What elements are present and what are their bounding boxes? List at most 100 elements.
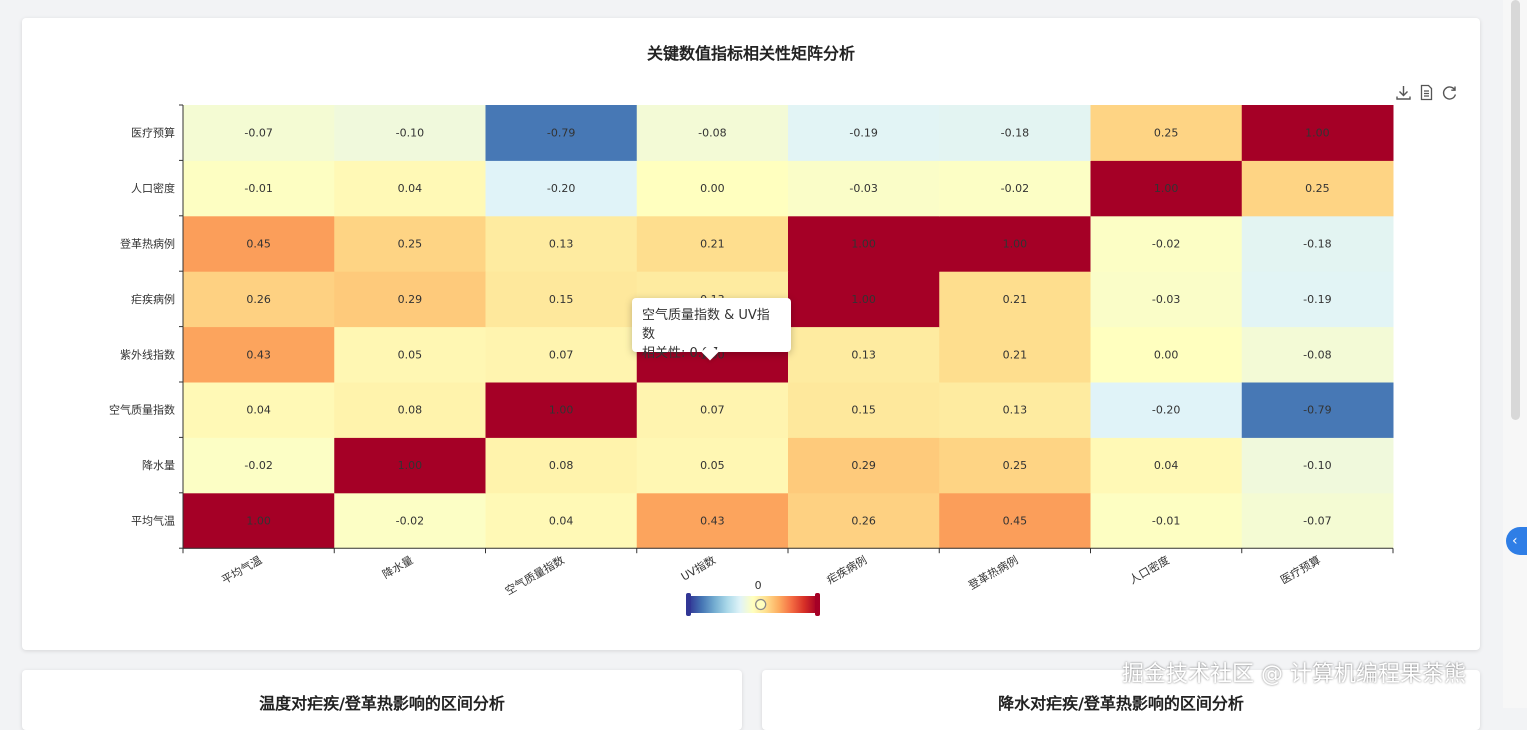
heatmap-cell[interactable] [485,492,638,549]
cell-value-label: 0.04 [398,182,423,195]
visual-map-handle-high[interactable] [815,593,820,616]
heatmap-cell[interactable] [485,382,638,438]
heatmap-cell[interactable] [788,326,940,383]
precipitation-range-title: 降水对疟疾/登革热影响的区间分析 [998,694,1244,713]
cell-value-label: -0.03 [1152,293,1180,306]
heatmap-cell[interactable] [1090,105,1243,161]
data-view-icon[interactable] [1418,84,1435,101]
heatmap-cell[interactable] [183,160,335,217]
heatmap-cell[interactable] [636,160,789,217]
heatmap-cell[interactable] [183,382,335,438]
heatmap-cell[interactable] [485,326,638,383]
heatmap-cell[interactable] [334,271,486,328]
heatmap-cell[interactable] [485,160,638,217]
heatmap-cell[interactable] [183,437,335,494]
cell-value-label: -0.08 [698,127,726,140]
heatmap-cell[interactable] [636,437,789,494]
page-scrollbar[interactable] [1503,0,1527,708]
heatmap-cell[interactable] [1241,437,1394,494]
heatmap-cell[interactable] [485,437,638,494]
heatmap-cell[interactable] [939,382,1091,438]
scrollbar-thumb[interactable] [1511,0,1520,420]
x-axis-tick-label: 平均气温 [219,553,264,587]
refresh-icon[interactable] [1441,84,1458,101]
heatmap-cell[interactable] [1090,215,1243,272]
heatmap-cell[interactable] [485,215,638,272]
heatmap-cell[interactable] [1090,271,1243,328]
collapse-panel-button[interactable]: ‹ [1506,527,1527,555]
heatmap-cell[interactable] [1241,326,1394,383]
heatmap-cell[interactable] [1090,492,1243,549]
heatmap-cell[interactable] [1241,492,1394,549]
correlation-chart-card: 关键数值指标相关性矩阵分析 1.00 -0.02 0.04 0.43 0.26 0.45 -… [22,18,1480,650]
cell-value-label: -0.10 [396,127,424,140]
cell-value-label: 0.26 [851,515,876,528]
cell-value-label: 0.00 [1154,348,1179,361]
heatmap-cell[interactable] [183,105,335,161]
heatmap-cell[interactable] [636,492,789,549]
heatmap-cell[interactable] [788,492,940,549]
cell-value-label: 0.21 [1003,348,1028,361]
heatmap-cell[interactable] [939,215,1091,272]
heatmap-cell[interactable] [939,271,1091,328]
heatmap-cell[interactable] [334,326,486,383]
heatmap-cell[interactable] [1090,326,1243,383]
heatmap-cell[interactable] [788,215,940,272]
cell-value-label: 0.15 [851,404,876,417]
heatmap-cell[interactable] [183,271,335,328]
heatmap-cell[interactable] [788,437,940,494]
heatmap-cell[interactable] [1090,437,1243,494]
cell-value-label: 0.00 [700,182,725,195]
heatmap-cell[interactable] [334,160,486,217]
heatmap-cell[interactable] [939,492,1091,549]
heatmap-cell[interactable] [485,105,638,161]
cell-value-label: -0.02 [1001,182,1029,195]
heatmap-cell[interactable] [1090,382,1243,438]
heatmap-cell[interactable] [334,437,486,494]
heatmap-cell[interactable] [334,382,486,438]
visual-map-bar [689,596,817,613]
cell-value-label: -0.02 [244,459,272,472]
cell-value-label: 0.25 [1003,459,1028,472]
cell-value-label: 0.05 [700,459,725,472]
heatmap-cell[interactable] [636,215,789,272]
heatmap-cell[interactable] [788,160,940,217]
heatmap-cell[interactable] [334,105,486,161]
cell-value-label: 0.08 [549,459,574,472]
heatmap-cell[interactable] [183,326,335,383]
temperature-range-title: 温度对疟疾/登革热影响的区间分析 [259,694,505,713]
heatmap-cell[interactable] [939,326,1091,383]
heatmap-cell[interactable] [334,215,486,272]
heatmap-cell[interactable] [1241,382,1394,438]
heatmap-cell[interactable] [485,271,638,328]
x-axis-tick-label: 疟疾病例 [824,553,869,587]
download-icon[interactable] [1395,84,1412,101]
heatmap-cell[interactable] [1090,160,1243,217]
x-axis-tick-label: 降水量 [380,553,416,582]
cell-value-label: 0.07 [700,404,725,417]
heatmap-cell[interactable] [939,160,1091,217]
heatmap-cell[interactable] [1241,160,1394,217]
heatmap-cell[interactable] [939,437,1091,494]
y-axis-tick-label: 降水量 [142,458,175,472]
cell-value-label: 1.00 [398,459,423,472]
heatmap-cell[interactable] [1241,105,1394,161]
heatmap-cell[interactable] [1241,271,1394,328]
heatmap-cell[interactable] [183,215,335,272]
heatmap-cell[interactable] [788,382,940,438]
heatmap-cell[interactable] [183,492,335,549]
cell-value-label: 0.25 [398,238,423,251]
cell-value-label: 0.13 [549,238,574,251]
heatmap-cell[interactable] [939,105,1091,161]
heatmap-cell[interactable] [636,105,789,161]
heatmap-cell[interactable] [1241,215,1394,272]
cell-value-label: 0.45 [246,238,271,251]
heatmap-cell[interactable] [788,271,940,328]
visual-map-value-label: 0 [755,579,762,592]
visual-map-handle-low[interactable] [686,593,691,616]
heatmap-cell[interactable] [636,382,789,438]
heatmap-cell[interactable] [788,105,940,161]
cell-value-label: -0.02 [1152,238,1180,251]
tooltip: 空气质量指数 & UV指数 相关性: 0.07 [632,298,791,361]
heatmap-cell[interactable] [334,492,486,549]
